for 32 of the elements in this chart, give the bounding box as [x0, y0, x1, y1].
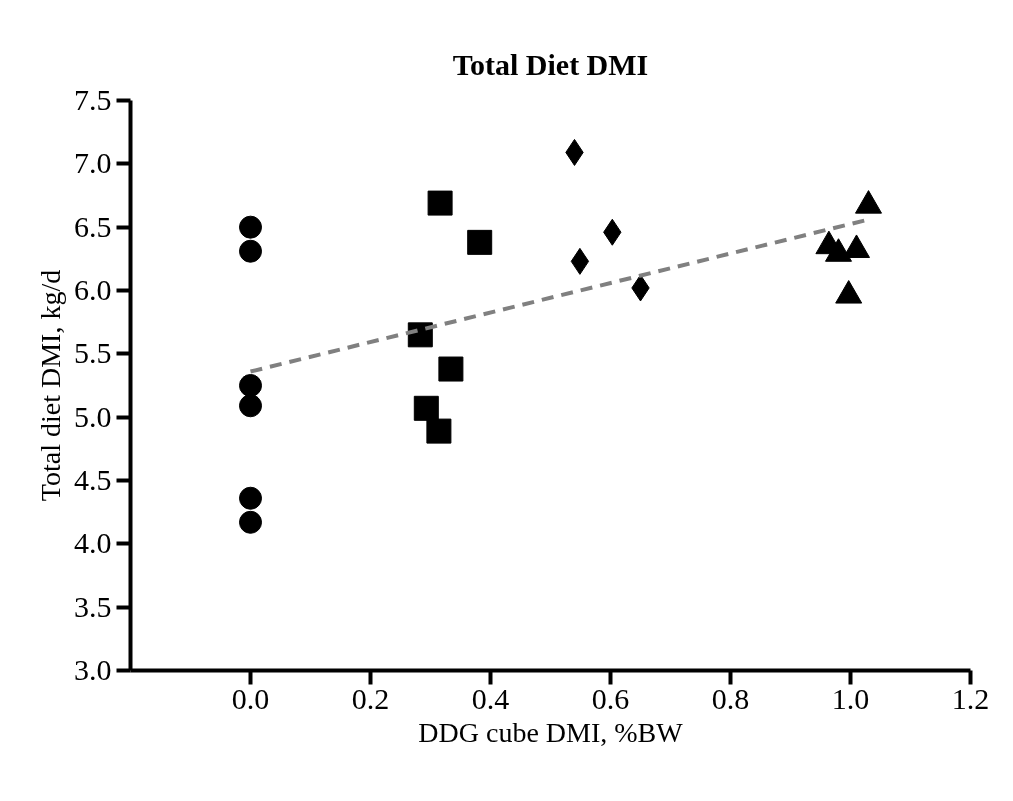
point: [239, 215, 262, 239]
x-tick-label: 0.2: [351, 681, 390, 715]
point: [239, 510, 262, 534]
x-tick-label: 0.6: [591, 681, 630, 715]
y-tick-label: 4.5: [74, 463, 112, 496]
chart-title: Total Diet DMI: [452, 47, 649, 81]
y-tick-label: 4.0: [74, 526, 112, 560]
x-tick-label: 0.8: [711, 681, 750, 715]
point: [239, 394, 262, 418]
y-tick-label: 7.5: [74, 83, 112, 116]
point: [570, 247, 590, 275]
point: [438, 356, 464, 382]
point: [426, 418, 452, 444]
y-tick-label: 5.5: [74, 336, 112, 370]
y-tick-label: 5.0: [74, 399, 112, 433]
point: [427, 190, 453, 216]
point: [239, 374, 262, 397]
x-axis-title: DDG cube DMI, %BW: [418, 716, 684, 748]
x-tick-label: 0.4: [471, 681, 510, 715]
point: [413, 395, 439, 421]
y-tick-label: 3.0: [74, 653, 112, 686]
point: [467, 229, 493, 255]
y-axis-title: Total diet DMI, kg/d: [35, 269, 66, 502]
point: [239, 486, 262, 510]
y-tick-label: 6.0: [74, 273, 112, 306]
y-tick-label: 7.0: [74, 146, 112, 180]
y-tick-label: 3.5: [74, 589, 112, 623]
y-tick-label: 6.5: [74, 209, 112, 243]
point: [239, 239, 262, 263]
x-tick-label: 1.2: [951, 681, 990, 715]
x-tick-label: 0.0: [231, 681, 270, 715]
x-tick-label: 1.0: [831, 681, 870, 715]
